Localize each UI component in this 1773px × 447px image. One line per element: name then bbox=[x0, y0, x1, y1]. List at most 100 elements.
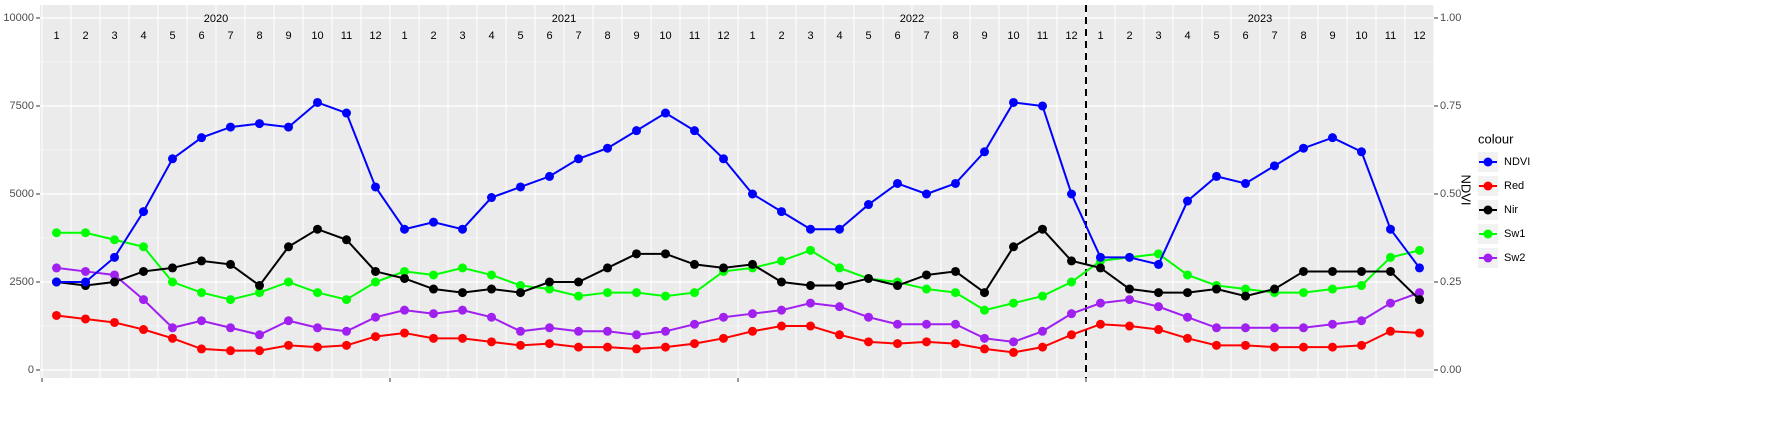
y2-tick-label: 0.25 bbox=[1440, 276, 1461, 288]
point bbox=[139, 242, 148, 252]
point bbox=[197, 316, 206, 326]
point bbox=[951, 319, 960, 329]
point bbox=[458, 333, 467, 343]
month-label: 8 bbox=[604, 30, 610, 42]
month-label: 5 bbox=[517, 30, 523, 42]
point bbox=[458, 305, 467, 315]
legend-title: colour bbox=[1478, 131, 1514, 146]
point bbox=[168, 154, 177, 164]
legend-dot bbox=[1483, 181, 1493, 191]
point bbox=[1096, 319, 1105, 329]
point bbox=[951, 178, 960, 188]
point bbox=[168, 333, 177, 343]
point bbox=[429, 309, 438, 319]
point bbox=[516, 326, 525, 336]
point bbox=[81, 277, 90, 287]
point bbox=[313, 323, 322, 333]
point bbox=[806, 321, 815, 331]
point bbox=[1299, 266, 1308, 276]
point bbox=[1183, 288, 1192, 298]
point bbox=[1183, 196, 1192, 206]
month-label: 11 bbox=[341, 30, 352, 42]
point bbox=[980, 344, 989, 354]
month-label: 12 bbox=[1065, 30, 1077, 42]
point bbox=[632, 288, 641, 298]
month-label: 6 bbox=[198, 30, 204, 42]
point bbox=[893, 319, 902, 329]
point bbox=[1212, 340, 1221, 350]
point bbox=[226, 346, 235, 356]
point bbox=[603, 326, 612, 336]
point bbox=[1212, 323, 1221, 333]
point bbox=[139, 207, 148, 217]
y-tick-label: 2500 bbox=[10, 276, 34, 288]
point bbox=[835, 263, 844, 273]
point bbox=[690, 126, 699, 136]
point bbox=[545, 171, 554, 181]
point bbox=[110, 270, 119, 280]
point bbox=[1270, 323, 1279, 333]
point bbox=[429, 284, 438, 294]
point bbox=[922, 189, 931, 199]
month-label: 4 bbox=[1184, 30, 1190, 42]
point bbox=[371, 182, 380, 192]
point bbox=[980, 147, 989, 157]
point bbox=[980, 333, 989, 343]
point bbox=[1241, 291, 1250, 301]
point bbox=[661, 108, 670, 118]
month-label: 12 bbox=[1413, 30, 1425, 42]
y-tick-label: 7500 bbox=[10, 100, 34, 112]
point bbox=[1009, 97, 1018, 107]
point bbox=[574, 291, 583, 301]
point bbox=[1125, 284, 1134, 294]
month-label: 2 bbox=[1126, 30, 1132, 42]
month-label: 12 bbox=[717, 30, 729, 42]
point bbox=[1415, 263, 1424, 273]
point bbox=[284, 242, 293, 252]
month-label: 10 bbox=[1007, 30, 1019, 42]
point bbox=[1125, 295, 1134, 305]
point bbox=[690, 319, 699, 329]
point bbox=[922, 284, 931, 294]
point bbox=[574, 154, 583, 164]
point bbox=[226, 259, 235, 269]
point bbox=[313, 288, 322, 298]
point bbox=[806, 298, 815, 308]
point bbox=[1299, 342, 1308, 352]
point bbox=[835, 302, 844, 312]
point bbox=[52, 310, 61, 320]
point bbox=[1328, 133, 1337, 143]
point bbox=[1328, 284, 1337, 294]
point bbox=[1357, 266, 1366, 276]
point bbox=[661, 342, 670, 352]
point bbox=[545, 339, 554, 349]
series-line bbox=[56, 227, 1421, 301]
point bbox=[1270, 342, 1279, 352]
point bbox=[1038, 342, 1047, 352]
series-line bbox=[56, 266, 1420, 343]
point bbox=[1067, 189, 1076, 199]
point bbox=[110, 277, 119, 287]
point bbox=[1386, 298, 1395, 308]
point bbox=[1154, 259, 1163, 269]
y2-tick-label: 0.75 bbox=[1440, 100, 1461, 112]
point bbox=[632, 330, 641, 340]
point bbox=[1415, 328, 1424, 338]
point bbox=[1241, 340, 1250, 350]
month-label: 1 bbox=[749, 30, 755, 42]
month-label: 5 bbox=[169, 30, 175, 42]
month-label: 4 bbox=[140, 30, 146, 42]
year-label: 2021 bbox=[552, 13, 576, 25]
point bbox=[690, 288, 699, 298]
point bbox=[342, 340, 351, 350]
point bbox=[777, 321, 786, 331]
point bbox=[835, 330, 844, 340]
month-label: 3 bbox=[807, 30, 813, 42]
point bbox=[139, 295, 148, 305]
point bbox=[81, 228, 90, 238]
point bbox=[951, 339, 960, 349]
point bbox=[1415, 288, 1424, 298]
point bbox=[545, 323, 554, 333]
series-line bbox=[56, 231, 1420, 312]
month-label: 2 bbox=[778, 30, 784, 42]
